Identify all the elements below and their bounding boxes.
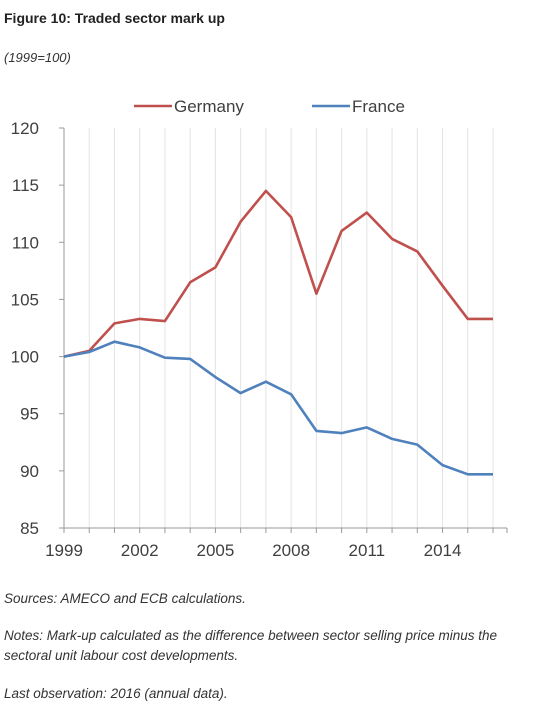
- x-tick-label: 2002: [121, 541, 159, 560]
- series-line-germany: [63, 189, 493, 358]
- x-tick-label: 2011: [349, 541, 386, 560]
- y-tick-label: 90: [20, 462, 39, 481]
- grid-lines: [88, 128, 494, 528]
- last-observation-note: Last observation: 2016 (annual data).: [4, 686, 228, 701]
- x-tick-label: 2005: [196, 541, 234, 560]
- x-tick-label: 2014: [424, 541, 462, 560]
- y-tick-label: 85: [20, 519, 39, 538]
- line-chart: Germany France 85 90 95 100 105 110 115 120 1999 2…: [11, 97, 508, 560]
- x-tick-label: 1999: [45, 541, 83, 560]
- figure-title: Figure 10: Traded sector mark up: [4, 10, 225, 26]
- x-tick-label: 2008: [272, 541, 310, 560]
- series-lines: [63, 189, 493, 476]
- legend-label-france: France: [352, 97, 405, 116]
- y-tick-label: 105: [11, 290, 39, 309]
- y-tick-label: 95: [20, 405, 39, 424]
- y-tick-label: 100: [11, 348, 39, 367]
- legend-label-germany: Germany: [174, 97, 244, 116]
- y-tick-label: 115: [12, 176, 39, 195]
- legend: Germany France: [134, 97, 405, 116]
- y-tick-label: 120: [11, 119, 39, 138]
- figure-subtitle: (1999=100): [4, 50, 71, 65]
- series-line-france: [63, 340, 493, 476]
- sources-note: Sources: AMECO and ECB calculations.: [4, 591, 246, 606]
- notes-text: Notes: Mark-up calculated as the differe…: [4, 628, 498, 663]
- y-tick-label: 110: [12, 233, 39, 252]
- axes: 85 90 95 100 105 110 115 120 1999 2002 2005 2008 201…: [11, 119, 508, 560]
